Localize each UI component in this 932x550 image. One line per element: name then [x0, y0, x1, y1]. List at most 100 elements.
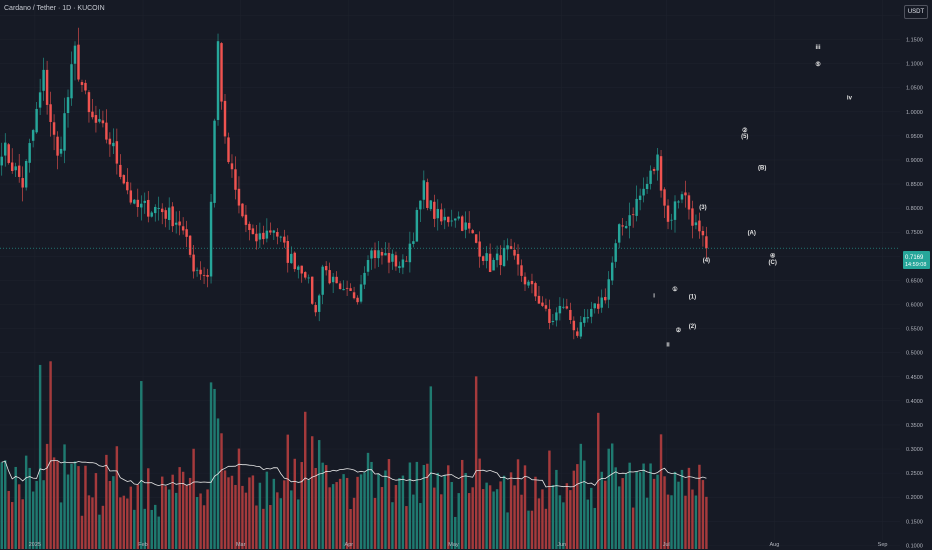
candle-body [642, 188, 645, 196]
volume-bar [467, 493, 471, 549]
time-tick-label: Jul [663, 542, 670, 548]
candle-body [133, 199, 136, 204]
candle-body [84, 82, 87, 91]
candle-body [338, 283, 342, 290]
volume-bar [335, 482, 338, 549]
volume-bar [642, 463, 645, 549]
candle-body [429, 200, 433, 210]
volume-bar [614, 467, 617, 549]
candle-body [380, 251, 384, 256]
volume-bar [213, 388, 216, 549]
volume-ma-line [1, 460, 707, 488]
candle-body [195, 269, 199, 271]
volume-bar [558, 495, 562, 549]
candle-body [509, 246, 513, 249]
volume-bar [216, 418, 220, 549]
volume-bar [359, 474, 363, 549]
volume-bar [143, 508, 146, 549]
volume-bar [586, 499, 590, 549]
volume-bar [380, 487, 384, 549]
time-tick-label: Sep [878, 542, 888, 548]
candle-body [150, 212, 153, 217]
last-price-tag: 0.7169 14:59:08 [903, 251, 930, 269]
volume-bar [384, 470, 387, 549]
volume-bar [422, 464, 426, 549]
volume-bar [527, 510, 530, 549]
price-axis-panel[interactable] [900, 0, 932, 550]
volume-bar [684, 495, 687, 549]
volume-bar [680, 469, 684, 549]
volume-bar [251, 475, 255, 549]
candle-body [513, 249, 516, 256]
volume-bar [705, 496, 708, 549]
price-axis[interactable]: 1.20001.15001.10001.05001.00000.95000.90… [906, 13, 923, 549]
time-axis[interactable]: 2025 Feb Mar Apr May Jun Jul Aug Sep [29, 542, 888, 548]
candle-body [335, 276, 338, 284]
wave-label: ② [742, 127, 748, 134]
candle-body [523, 276, 527, 285]
candle-body [387, 252, 391, 263]
candle-body [251, 228, 255, 235]
wave-label: (1) [689, 295, 696, 301]
candle-body [645, 183, 649, 189]
candle-body [42, 69, 45, 91]
volume-bar [321, 462, 324, 549]
candle-body [597, 303, 600, 309]
volume-bar [621, 478, 624, 549]
price-tick-label: 1.0500 [906, 86, 923, 92]
candle-body [621, 225, 624, 227]
wave-label: i [653, 293, 655, 299]
candle-body [558, 305, 562, 314]
volume-bar [140, 381, 143, 549]
candle-body [548, 308, 551, 323]
volume-bar [471, 487, 474, 549]
volume-bar [635, 471, 638, 549]
price-tick-label: 0.4500 [906, 375, 923, 381]
candle-body [366, 260, 370, 272]
candle-body [265, 230, 269, 239]
candle-body [7, 144, 10, 163]
wave-label: ⑤ [815, 61, 821, 68]
volume-bar [59, 502, 63, 549]
volume-bar [701, 480, 705, 549]
volume-bar [415, 461, 419, 549]
volume-bar [478, 458, 481, 549]
volume-bar [429, 386, 433, 549]
volume-bar [600, 471, 603, 549]
candle-body [670, 219, 673, 221]
candle-body [91, 111, 94, 118]
volume-bar [670, 495, 673, 549]
candle-body [80, 82, 84, 85]
volume-bar [21, 499, 24, 549]
volume-bar [181, 471, 185, 549]
candle-body [450, 220, 453, 222]
volume-bar [401, 475, 405, 549]
volume-bar [122, 495, 126, 549]
volume-bar [310, 436, 314, 549]
price-tick-label: 0.6000 [906, 302, 923, 308]
volume-bar [666, 494, 670, 549]
candle-body [401, 259, 405, 268]
candle-body [143, 200, 146, 203]
candle-body [610, 262, 614, 281]
candle-body [122, 175, 126, 184]
candle-body [534, 283, 537, 297]
volume-bar [286, 434, 290, 549]
candle-body [310, 276, 314, 304]
time-tick-label: Feb [138, 542, 147, 548]
volume-bar [147, 468, 150, 549]
candle-body [59, 148, 63, 154]
volume-bar [373, 497, 377, 549]
candle-body [565, 306, 569, 309]
volume-bar [499, 481, 502, 549]
price-tick-label: 0.8500 [906, 182, 923, 188]
candle-body [101, 120, 105, 124]
volume-bar [590, 487, 593, 549]
currency-button[interactable]: USDT [904, 5, 928, 19]
volume-bar [555, 469, 558, 549]
symbol-title[interactable]: Cardano / Tether · 1D · KUCOIN [4, 5, 105, 12]
candle-body [471, 230, 474, 234]
price-tick-label: 0.4000 [906, 399, 923, 405]
